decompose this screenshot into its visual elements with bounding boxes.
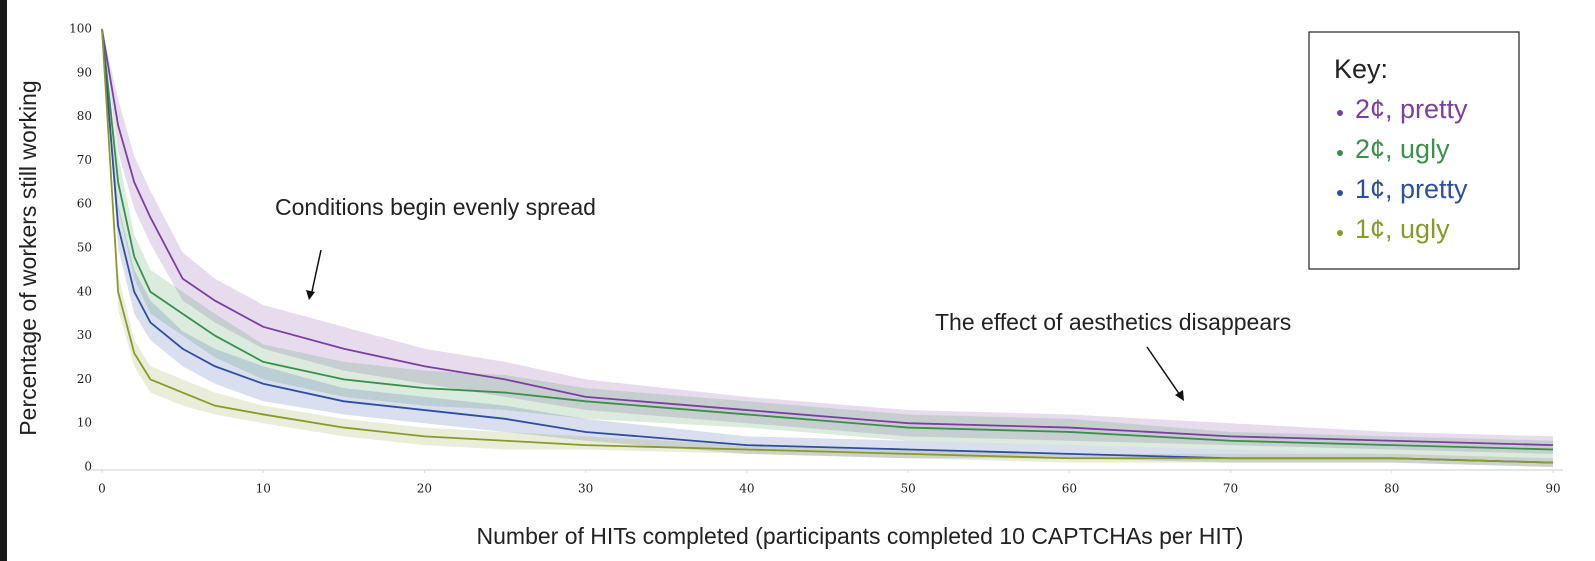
x-tick-label: 70 [1223, 482, 1238, 496]
x-tick-label: 20 [417, 482, 432, 496]
annotation: Conditions begin evenly spread [275, 194, 596, 220]
x-tick-label: 10 [256, 482, 271, 496]
legend-bullet [1337, 230, 1343, 236]
legend-bullet [1337, 110, 1343, 116]
y-tick-label: 0 [84, 460, 92, 474]
annotation-arrow [310, 249, 322, 297]
legend-box [1308, 31, 1520, 270]
arrow-head [1175, 390, 1184, 401]
y-tick-label: 70 [77, 153, 92, 167]
x-tick-label: 30 [578, 482, 593, 496]
legend-label: 1¢, ugly [1355, 214, 1450, 244]
x-axis-label: Number of HITs completed (participants c… [477, 523, 1244, 549]
x-tick-label: 90 [1545, 482, 1560, 496]
legend-label: 1¢, pretty [1355, 174, 1468, 204]
y-tick-label: 30 [77, 328, 92, 342]
annotation-arrow [1146, 346, 1181, 396]
x-tick-label: 80 [1384, 482, 1399, 496]
series-line [101, 28, 1554, 451]
y-tick-label: 100 [69, 22, 92, 36]
arrow-head [306, 290, 315, 300]
annotation: The effect of aesthetics disappears [935, 309, 1291, 335]
y-tick-label: 90 [77, 65, 92, 79]
edge-strip [0, 0, 7, 561]
y-axis-label: Percentage of workers still working [15, 80, 41, 435]
y-tick-label: 40 [77, 284, 92, 298]
legend-label: 2¢, pretty [1355, 94, 1468, 124]
x-tick-label: 50 [900, 482, 915, 496]
legend-title: Key: [1334, 54, 1388, 84]
legend-bullet [1337, 150, 1343, 156]
series-line [101, 28, 1554, 446]
legend-bullet [1337, 190, 1343, 196]
series-line [101, 28, 1554, 464]
y-tick-label: 60 [77, 197, 92, 211]
x-tick-label: 60 [1062, 482, 1077, 496]
y-tick-label: 10 [77, 416, 92, 430]
y-tick-label: 20 [77, 372, 92, 386]
series-line [101, 28, 1554, 464]
y-tick-label: 50 [77, 241, 92, 255]
x-tick-label: 0 [98, 482, 106, 496]
legend-label: 2¢, ugly [1355, 134, 1450, 164]
x-tick-label: 40 [739, 482, 754, 496]
y-tick-label: 80 [77, 109, 92, 123]
